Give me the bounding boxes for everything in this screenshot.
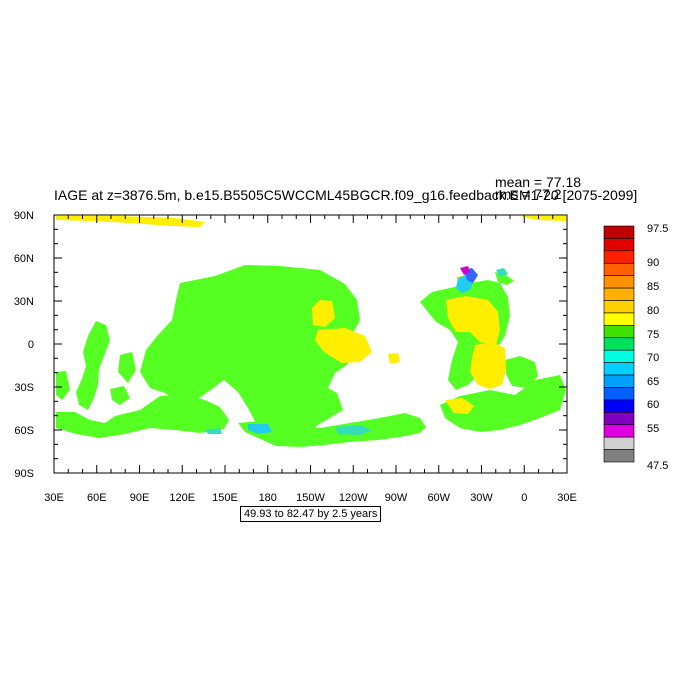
field-region-west-pacific [76,321,110,410]
colorbar-label: 75 [647,329,659,341]
colorbar-swatch [603,399,635,413]
colorbar-swatch [603,275,635,289]
x-axis: 30E 60E 90E 120E 150E 180 150W 120W 90W 60W 30W 0 30… [44,215,577,504]
colorbar-swatch [603,225,635,239]
colorbar-label: 97.5 [647,223,668,235]
high-region-north-strip-east [520,216,566,221]
x-tick-label: 120W [339,492,368,504]
colorbar-swatch [603,287,635,301]
field-region-islands-1 [118,352,136,383]
colorbar-label: 70 [647,352,659,364]
x-tick-label: 60E [87,492,107,504]
range-note: 49.93 to 82.47 by 2.5 years [240,506,382,522]
colorbar: 97.5 90 85 80 75 70 65 60 55 47.5 [603,223,668,472]
colorbar-swatch [603,337,635,351]
low-region-southern-ocean [248,424,272,434]
colorbar-swatch [603,262,635,276]
colorbar-swatch [603,349,635,363]
high-region-pacific-north [312,300,335,327]
colorbar-swatch [603,412,635,426]
high-region-small-islet [388,353,400,364]
x-tick-label: 150E [212,492,238,504]
colorbar-swatch [603,362,635,376]
field-green-regions [56,265,566,447]
colorbar-label: 47.5 [647,460,668,472]
y-axis: 90N 60N 30N 0 30S 60S 90S [14,210,567,480]
x-tick-label: 150W [296,492,325,504]
field-region-southwest [56,394,229,438]
x-tick-label: 120E [169,492,195,504]
y-tick-label: 90S [14,468,34,480]
colorbar-label: 60 [647,399,659,411]
mean-stat: mean = 77.18 [495,174,582,190]
high-region-atlantic-north [446,296,500,345]
field-region-islands-2 [110,386,130,405]
x-tick-label: 30E [557,492,577,504]
colorbar-swatch [603,325,635,339]
low-region-northeast [496,268,508,277]
colorbar-swatch [603,387,635,401]
colorbar-swatch [603,374,635,388]
x-tick-label: 60W [427,492,450,504]
colorbar-swatch [603,300,635,314]
x-tick-label: 180 [259,492,277,504]
colorbar-label: 80 [647,305,659,317]
colorbar-swatch [603,424,635,438]
colorbar-swatch [603,250,635,264]
y-tick-label: 60S [14,425,34,437]
colorbar-swatch [603,312,635,326]
field-region-south-pacific [238,413,426,447]
colorbar-label: 85 [647,281,659,293]
x-tick-label: 30W [470,492,493,504]
field-region-north-pacific [140,265,360,438]
y-tick-label: 30N [14,296,34,308]
high-region-east-pacific [315,328,372,363]
x-tick-label: 30E [44,492,64,504]
x-tick-label: 90W [385,492,408,504]
field-region-south-atlantic-mid [505,356,538,388]
low-region-arctic-deep [460,266,470,275]
x-tick-label: 90E [130,492,150,504]
colorbar-swatch [603,238,635,252]
colorbar-label: 55 [647,423,659,435]
y-tick-label: 0 [28,339,34,351]
colorbar-swatch [603,436,635,450]
colorbar-label: 90 [647,257,659,269]
colorbar-label: 65 [647,376,659,388]
low-region-pacific-sw [205,428,222,434]
plot-title: IAGE at z=3876.5m, b.e15.B5505C5WCCML45B… [54,187,638,203]
x-tick-label: 0 [521,492,527,504]
y-tick-label: 30S [14,382,34,394]
low-region-southern-ocean-2 [335,425,372,435]
high-region-south-atlantic-west [445,398,474,414]
y-tick-label: 60N [14,253,34,265]
rms-stat: rms = 77.2 [495,186,562,202]
field-low-regions [205,266,508,435]
field-region-south-atlantic [440,375,566,432]
high-region-atlantic-central [470,342,506,389]
field-region-sw-patch [56,371,70,400]
y-tick-label: 90N [14,210,34,222]
stats-block: mean = 77.18 rms = 77.2 [495,174,582,202]
colorbar-swatch [603,449,635,463]
